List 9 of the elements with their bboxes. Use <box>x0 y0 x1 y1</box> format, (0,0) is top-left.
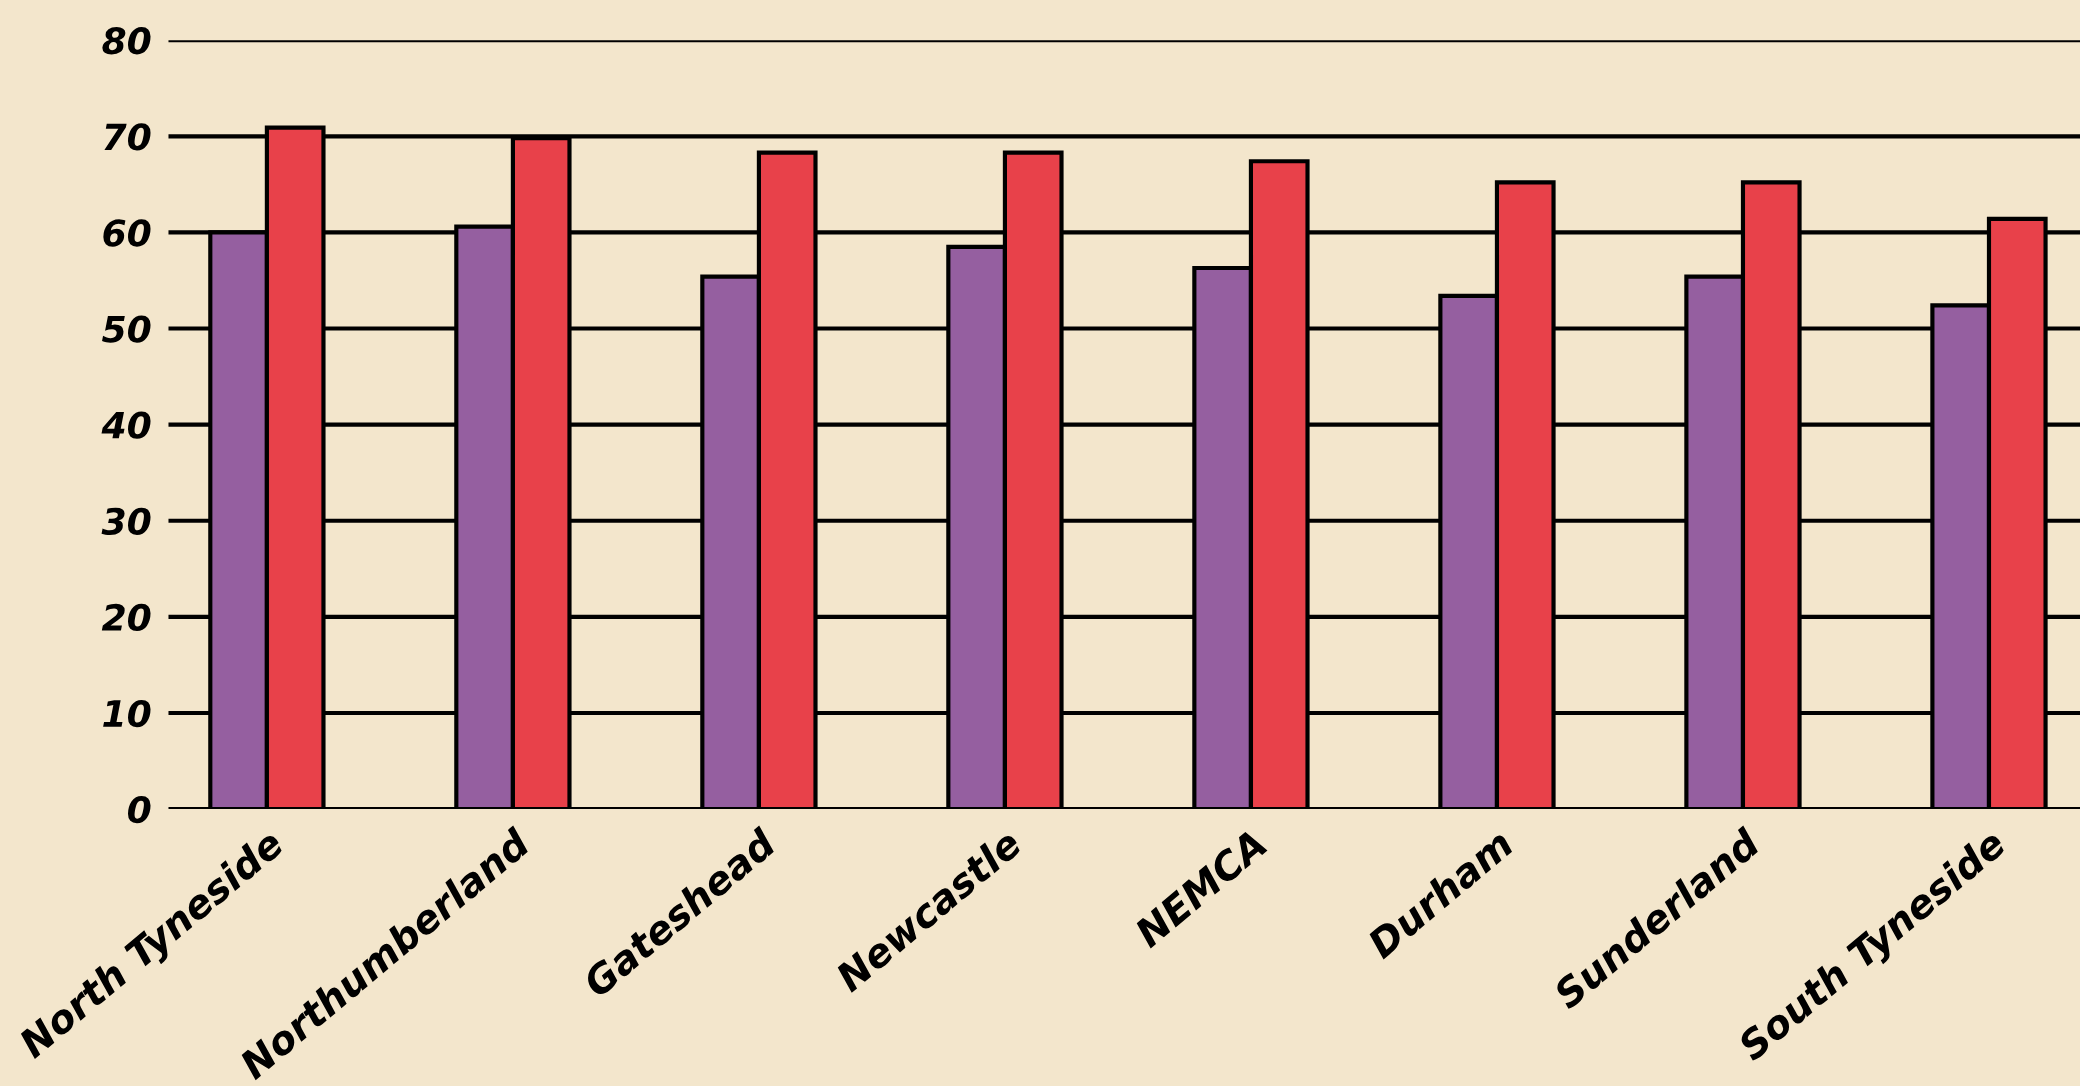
y-tick-label: 30 <box>101 507 151 535</box>
y-tick-label: 0 <box>127 795 151 824</box>
y-tick-label: 20 <box>101 603 151 632</box>
y-tick-label: 10 <box>103 699 151 728</box>
y-tick-label: 60 <box>103 219 151 247</box>
y-tick-label: 70 <box>104 123 151 151</box>
y-tick-label: 40 <box>101 411 151 439</box>
y-tick-label: 80 <box>102 27 151 55</box>
y-tick-label: 50 <box>102 315 151 343</box>
